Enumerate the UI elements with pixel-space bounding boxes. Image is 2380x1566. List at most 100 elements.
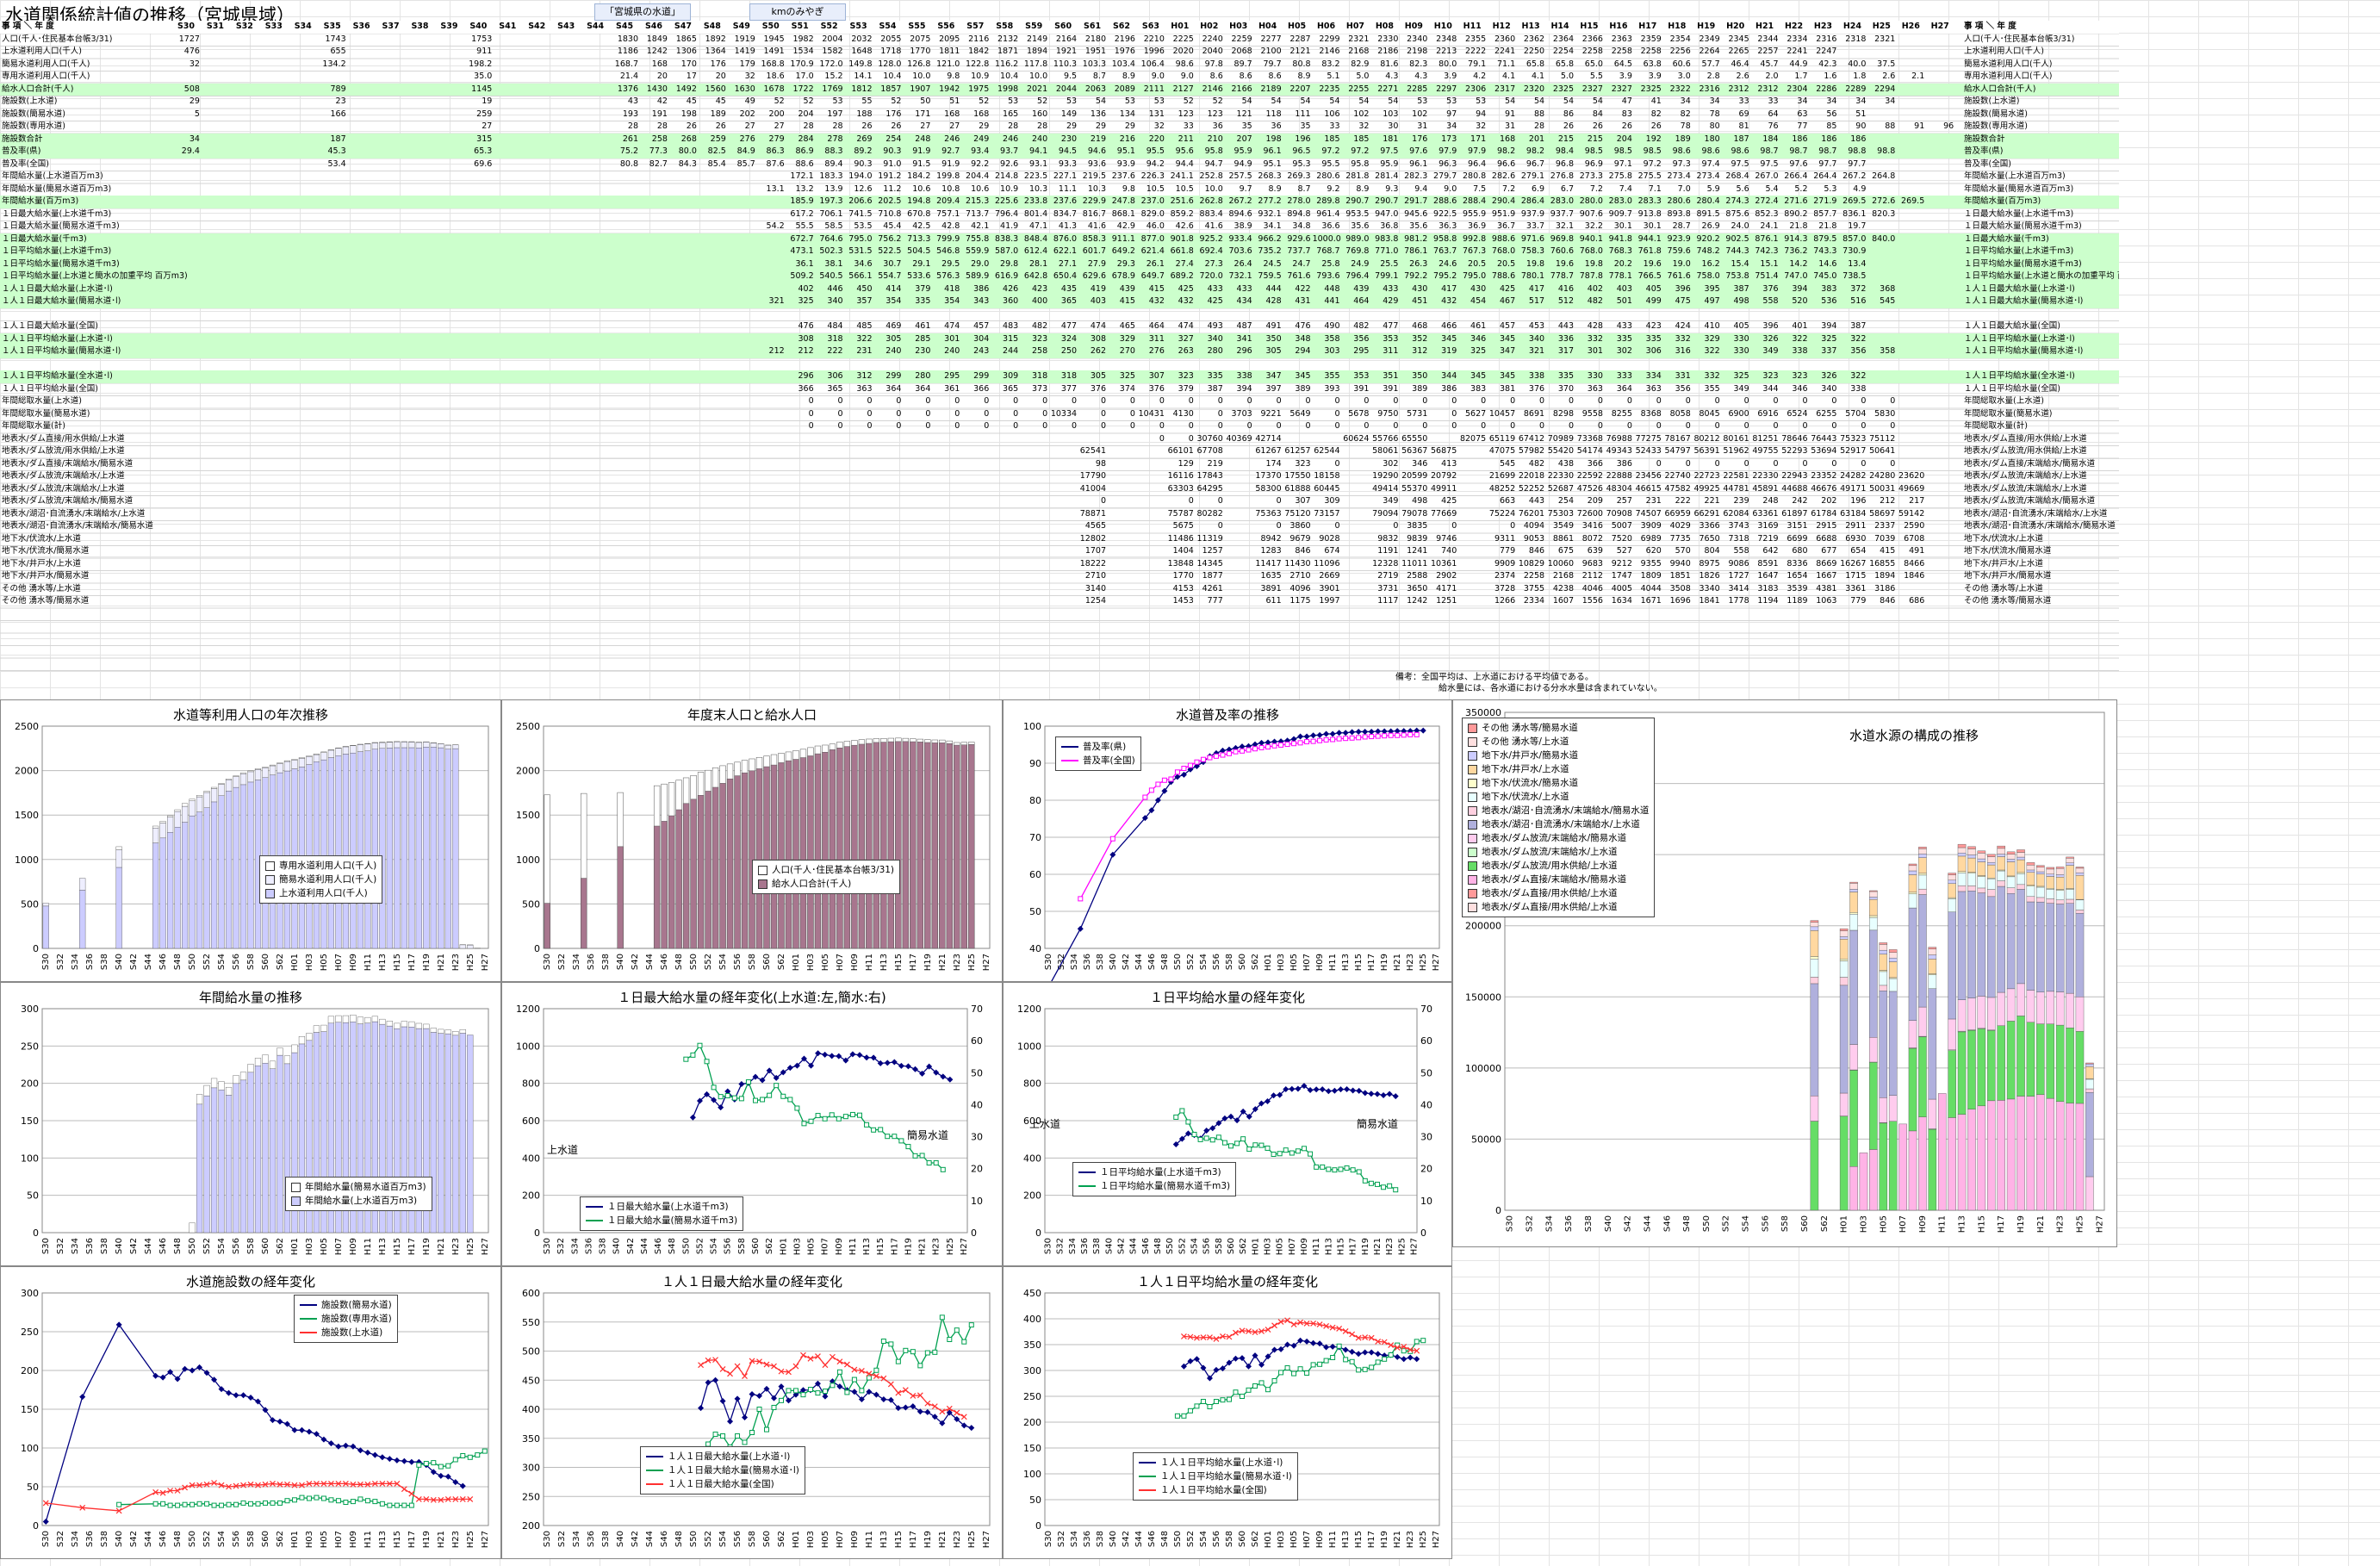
table-cell[interactable] — [1867, 221, 1897, 233]
table-cell[interactable] — [435, 408, 464, 420]
table-cell[interactable] — [172, 121, 202, 133]
table-cell[interactable] — [494, 370, 523, 382]
table-cell[interactable] — [1634, 308, 1663, 320]
table-cell[interactable] — [611, 270, 640, 283]
table-cell[interactable] — [435, 495, 464, 507]
table-cell[interactable]: 0 — [896, 421, 902, 431]
table-cell[interactable] — [464, 308, 494, 320]
table-cell[interactable]: 0 — [1072, 396, 1078, 406]
table-cell[interactable] — [757, 233, 786, 245]
table-cell[interactable] — [348, 183, 377, 196]
table-cell[interactable] — [728, 208, 757, 221]
table-cell[interactable]: 3186 — [1874, 583, 1896, 593]
table-cell[interactable] — [1225, 445, 1254, 457]
table-cell[interactable] — [669, 221, 699, 233]
table-cell[interactable] — [348, 146, 377, 158]
table-cell[interactable] — [552, 59, 581, 71]
table-cell[interactable] — [260, 320, 289, 332]
table-cell[interactable] — [231, 583, 260, 595]
table-cell[interactable]: 329 — [1704, 333, 1720, 344]
table-cell[interactable]: 92.7 — [941, 146, 960, 156]
table-cell[interactable]: 2258 — [1581, 47, 1603, 56]
table-cell[interactable] — [611, 395, 640, 407]
table-cell[interactable] — [1049, 520, 1078, 532]
table-cell[interactable] — [1517, 308, 1546, 320]
table-cell[interactable] — [435, 395, 464, 407]
table-cell[interactable]: 0 — [1714, 396, 1720, 406]
table-cell[interactable]: 186 — [1821, 134, 1837, 144]
table-cell[interactable]: 433 — [1616, 321, 1632, 331]
table-cell[interactable] — [699, 583, 728, 595]
table-cell[interactable]: 545 — [1880, 296, 1896, 306]
table-cell[interactable] — [552, 595, 581, 607]
table-cell[interactable] — [1137, 545, 1166, 557]
table-cell[interactable]: 10.9 — [971, 71, 990, 81]
table-cell[interactable] — [231, 46, 260, 58]
table-cell[interactable] — [1897, 420, 1926, 432]
table-cell[interactable]: 0 — [984, 408, 990, 419]
table-cell[interactable]: 308 — [1090, 333, 1106, 344]
table-cell[interactable]: 2040 — [1202, 47, 1223, 56]
table-cell[interactable]: 2286 — [1816, 84, 1837, 94]
table-cell[interactable]: 8691 — [1523, 408, 1545, 419]
table-cell[interactable]: 366 — [973, 383, 990, 394]
table-cell[interactable] — [260, 46, 289, 58]
table-cell[interactable] — [1926, 358, 1955, 370]
table-cell[interactable]: 364 — [1616, 383, 1632, 394]
table-cell[interactable] — [407, 245, 436, 258]
table-cell[interactable] — [816, 433, 845, 445]
table-cell[interactable]: 799.9 — [936, 233, 960, 244]
table-cell[interactable]: 29.1 — [912, 258, 931, 269]
table-cell[interactable] — [1020, 545, 1049, 557]
table-cell[interactable] — [348, 109, 377, 121]
table-cell[interactable]: 0 — [1129, 421, 1135, 431]
table-cell[interactable]: 450 — [856, 283, 873, 294]
table-cell[interactable]: 97.5 — [1731, 158, 1749, 169]
table-cell[interactable] — [407, 420, 436, 432]
table-cell[interactable] — [1020, 433, 1049, 445]
table-cell[interactable] — [1342, 520, 1371, 532]
table-cell[interactable] — [1926, 283, 1955, 295]
table-cell[interactable]: 661.8 — [1170, 246, 1194, 256]
table-cell[interactable] — [1926, 445, 1955, 457]
table-cell[interactable] — [494, 470, 523, 482]
table-cell[interactable]: 18.6 — [766, 71, 785, 81]
table-cell[interactable] — [523, 146, 552, 158]
table-cell[interactable]: 11.1 — [1058, 183, 1078, 194]
table-cell[interactable] — [1897, 183, 1926, 196]
table-cell[interactable]: 47582 — [1664, 483, 1691, 494]
table-cell[interactable] — [319, 333, 348, 345]
table-cell[interactable]: 9.3 — [1385, 183, 1399, 194]
table-cell[interactable] — [1458, 558, 1488, 570]
table-cell[interactable]: 53 — [1153, 96, 1165, 106]
table-cell[interactable] — [319, 308, 348, 320]
table-cell[interactable] — [1108, 470, 1137, 482]
table-cell[interactable]: 443 — [1528, 496, 1545, 506]
table-cell[interactable] — [757, 583, 786, 595]
table-cell[interactable]: 363 — [1645, 383, 1662, 394]
table-cell[interactable]: 468 — [1412, 321, 1428, 331]
table-cell[interactable] — [289, 445, 319, 457]
table-cell[interactable]: 80161 — [1723, 433, 1749, 444]
table-cell[interactable] — [1342, 558, 1371, 570]
table-cell[interactable] — [231, 245, 260, 258]
table-cell[interactable]: 786.1 — [1404, 246, 1428, 256]
table-cell[interactable]: 34.1 — [1263, 221, 1282, 231]
table-cell[interactable]: 0 — [925, 396, 931, 406]
table-cell[interactable]: 116.2 — [994, 59, 1019, 69]
table-cell[interactable]: 747.0 — [1784, 271, 1808, 281]
table-cell[interactable]: 336 — [1557, 333, 1574, 344]
table-cell[interactable] — [581, 295, 611, 308]
table-cell[interactable]: 201 — [1528, 134, 1545, 144]
table-cell[interactable]: 2189 — [1260, 84, 1282, 94]
table-cell[interactable]: 329 — [1119, 333, 1135, 344]
table-cell[interactable]: 3151 — [1787, 521, 1808, 531]
table-cell[interactable] — [289, 258, 319, 270]
table-cell[interactable]: 363 — [856, 383, 873, 394]
table-cell[interactable] — [581, 333, 611, 345]
table-cell[interactable]: 501 — [1616, 296, 1632, 306]
table-cell[interactable] — [903, 483, 932, 495]
table-cell[interactable]: 3835 — [1407, 521, 1428, 531]
table-cell[interactable]: 1000.0 — [1312, 233, 1341, 244]
table-cell[interactable] — [494, 121, 523, 133]
